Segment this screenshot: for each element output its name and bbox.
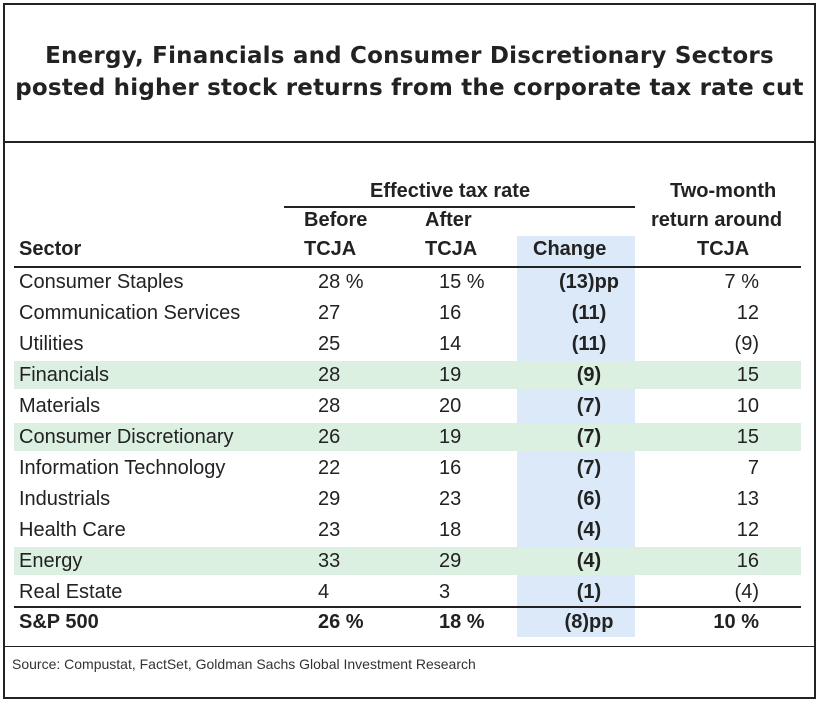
header-group-underline	[284, 206, 635, 208]
change-cell: (11)	[571, 333, 607, 355]
after-cell: 15 %	[439, 271, 485, 293]
total-row: S&P 500 26 % 18 % (8)pp 10 %	[14, 608, 801, 636]
change-cell: (11)	[571, 302, 607, 324]
after-cell: 29	[439, 550, 462, 572]
source-note: Source: Compustat, FactSet, Goldman Sach…	[12, 656, 476, 672]
sector-cell: Energy	[19, 550, 83, 572]
return-cell: 15	[736, 364, 759, 386]
after-cell: 14	[439, 333, 462, 355]
chart-title-line-1: Energy, Financials and Consumer Discreti…	[45, 43, 774, 69]
change-cell: (7)	[576, 426, 602, 448]
after-cell: 18	[439, 519, 462, 541]
change-cell: (8)pp	[564, 611, 614, 633]
table-row: Financials 28 19 (9) 15	[14, 361, 801, 389]
table-row: Consumer Staples 28 % 15 % (13)pp 7 %	[14, 268, 801, 296]
before-cell: 4	[318, 581, 330, 603]
change-cell: (1)	[576, 581, 602, 603]
before-cell: 23	[318, 519, 341, 541]
change-cell: (9)	[576, 364, 602, 386]
return-cell: 12	[736, 302, 759, 324]
title-box: Energy, Financials and Consumer Discreti…	[3, 3, 816, 143]
table-row: Utilities 25 14 (11) (9)	[14, 330, 801, 358]
before-cell: 26 %	[318, 611, 364, 633]
sector-cell: Real Estate	[19, 581, 123, 603]
table-row: Health Care 23 18 (4) 12	[14, 516, 801, 544]
change-cell: (4)	[576, 550, 602, 572]
return-cell: 10 %	[713, 611, 759, 633]
after-cell: 20	[439, 395, 462, 417]
after-cell: 18 %	[439, 611, 485, 633]
sector-cell: Information Technology	[19, 457, 226, 479]
sector-cell: Communication Services	[19, 302, 241, 324]
sector-cell: Utilities	[19, 333, 84, 355]
sector-cell: Health Care	[19, 519, 126, 541]
return-cell: 10	[736, 395, 759, 417]
return-cell: (4)	[734, 581, 759, 603]
after-cell: 23	[439, 488, 462, 510]
return-cell: 15	[736, 426, 759, 448]
footer-rule	[5, 646, 814, 647]
table-row: Real Estate 4 3 (1) (4)	[14, 578, 801, 606]
before-cell: 28	[318, 395, 341, 417]
return-cell: (9)	[734, 333, 759, 355]
table-row: Information Technology 22 16 (7) 7	[14, 454, 801, 482]
sector-cell: Consumer Staples	[19, 271, 184, 293]
before-cell: 25	[318, 333, 341, 355]
change-cell: (7)	[576, 457, 602, 479]
header-effective-tax-rate: Effective tax rate	[370, 180, 531, 202]
sector-cell: Consumer Discretionary	[19, 426, 234, 448]
header-sector: Sector	[19, 238, 82, 260]
after-cell: 16	[439, 302, 462, 324]
table-row: Energy 33 29 (4) 16	[14, 547, 801, 575]
before-cell: 22	[318, 457, 341, 479]
before-cell: 28 %	[318, 271, 364, 293]
return-cell: 16	[736, 550, 759, 572]
after-cell: 3	[439, 581, 451, 603]
header-return-l2: return around	[651, 209, 783, 231]
before-cell: 29	[318, 488, 341, 510]
after-cell: 16	[439, 457, 462, 479]
chart-title-line-2: posted higher stock returns from the cor…	[15, 75, 804, 101]
before-cell: 28	[318, 364, 341, 386]
return-cell: 7 %	[724, 271, 759, 293]
change-cell: (7)	[576, 395, 602, 417]
sector-cell: Financials	[19, 364, 110, 386]
table-row: Materials 28 20 (7) 10	[14, 392, 801, 420]
sector-cell: Industrials	[19, 488, 111, 510]
sector-cell: Materials	[19, 395, 101, 417]
return-cell: 13	[736, 488, 759, 510]
header-after-l2: TCJA	[425, 238, 478, 260]
header-return-l3: TCJA	[697, 238, 750, 260]
table-row: Communication Services 27 16 (11) 12	[14, 299, 801, 327]
sector-cell: S&P 500	[19, 611, 99, 633]
after-cell: 19	[439, 426, 462, 448]
header-underline	[14, 266, 801, 268]
total-overline	[14, 606, 801, 608]
chart-frame	[3, 3, 816, 699]
header-before-l1: Before	[304, 209, 368, 231]
header-before-l2: TCJA	[304, 238, 357, 260]
before-cell: 33	[318, 550, 341, 572]
return-cell: 7	[747, 457, 759, 479]
header-return-l1: Two-month	[670, 180, 777, 202]
header-change: Change	[533, 238, 607, 260]
after-cell: 19	[439, 364, 462, 386]
return-cell: 12	[736, 519, 759, 541]
table-row: Consumer Discretionary 26 19 (7) 15	[14, 423, 801, 451]
table-row: Industrials 29 23 (6) 13	[14, 485, 801, 513]
before-cell: 27	[318, 302, 341, 324]
change-cell: (4)	[576, 519, 602, 541]
header-after-l1: After	[425, 209, 472, 231]
change-cell: (13)pp	[559, 271, 619, 293]
change-cell: (6)	[576, 488, 602, 510]
before-cell: 26	[318, 426, 341, 448]
